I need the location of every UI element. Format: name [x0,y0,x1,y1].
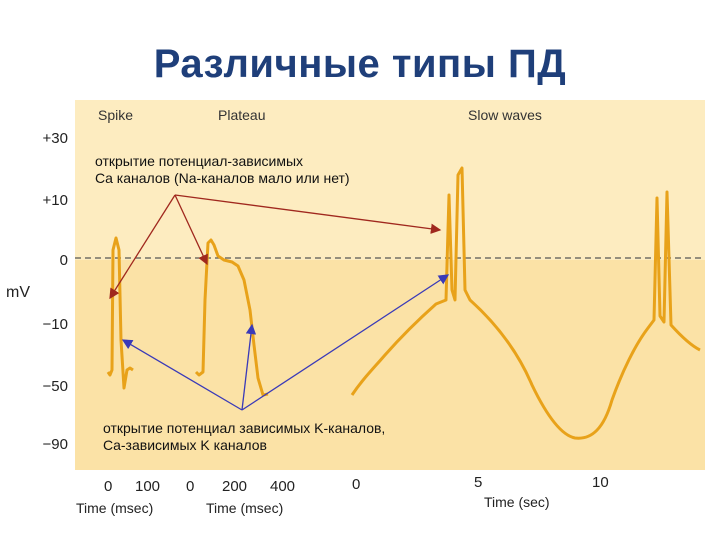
x-tick-spike-0: 0 [104,478,113,495]
y-tick-minus10: −10 [42,316,68,333]
x-tick-plateau-200: 200 [222,478,248,495]
red-arrow-plateau [174,194,208,266]
plot-background-lower [75,260,705,470]
blue-arrow-spike [121,339,243,411]
x-tick-slow-5: 5 [474,474,483,491]
blue-arrow-plateau [241,323,257,411]
panel-label-slow-waves: Slow waves [468,107,542,123]
annotation-top-line2: Ca каналов (Na-каналов мало или нет) [95,170,350,186]
plateau-trace [194,238,269,397]
red-arrow-spike [109,194,176,300]
x-tick-slow-10: 10 [592,474,609,491]
y-axis-unit: mV [6,284,30,301]
red-arrow-slow [174,194,442,234]
blue-arrow-slow [241,274,450,411]
x-tick-plateau-0: 0 [186,478,195,495]
x-tick-slow-0: 0 [352,476,361,493]
y-tick-minus90: −90 [42,436,68,453]
x-tick-spike-100: 100 [135,478,161,495]
annotation-top-line1: открытие потенциал-зависимых [95,153,304,169]
x-label-spike: Time (msec) [76,500,154,516]
y-tick-plus10: +10 [42,192,68,209]
slow-wave-trace [350,166,701,440]
annotation-bottom-line2: Ca-зависимых K каналов [103,437,267,453]
panel-label-spike: Spike [98,107,134,123]
spike-trace [106,236,134,390]
slide-title: Различные типы ПД [153,42,567,86]
y-tick-plus30: +30 [42,130,68,147]
y-tick-zero: 0 [59,252,68,269]
y-tick-minus50: −50 [42,378,68,395]
annotation-bottom: открытие потенциал зависимых K-каналов, … [103,420,385,454]
x-tick-plateau-400: 400 [270,478,296,495]
annotation-top: открытие потенциал-зависимых Ca каналов … [95,153,350,187]
panel-label-plateau: Plateau [218,107,266,123]
x-label-slow-waves: Time (sec) [484,494,550,510]
plot-background-upper [75,100,705,260]
x-label-plateau: Time (msec) [206,500,284,516]
annotation-bottom-line1: открытие потенциал зависимых K-каналов, [103,420,386,436]
